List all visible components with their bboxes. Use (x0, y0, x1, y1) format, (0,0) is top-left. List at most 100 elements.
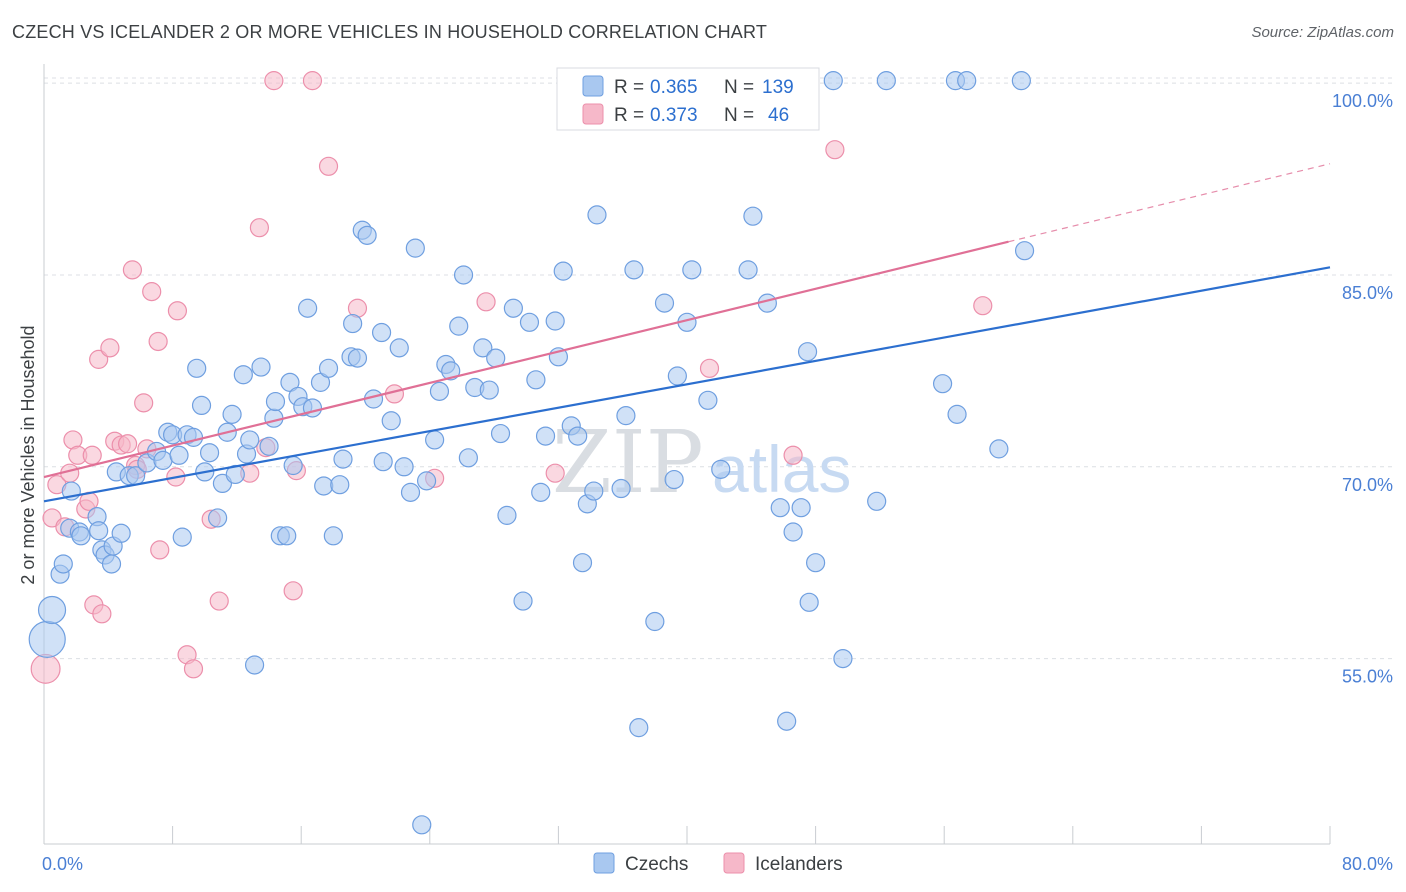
czech-point (531, 482, 551, 502)
czech-point (416, 471, 437, 491)
czech-point (654, 293, 675, 313)
czech-n-value: 139 (762, 77, 794, 98)
czech-point (616, 406, 636, 426)
icelander-trend-line (43, 240, 1009, 479)
axis-layer (43, 64, 1331, 845)
icelander-point (100, 338, 120, 358)
czech-point (624, 260, 644, 280)
czech-point (251, 357, 271, 377)
icelander-point (302, 71, 323, 91)
icelander-point (209, 591, 229, 611)
czech-n-label: N = (724, 77, 754, 98)
y-tick-label: 85.0% (1342, 283, 1393, 303)
icelander-point (476, 292, 496, 312)
icelanders-legend-label: Icelanders (755, 854, 843, 875)
icelander-point (92, 604, 112, 624)
watermark: ZIP atlas (552, 413, 851, 513)
czech-point (298, 298, 318, 318)
czech-point (389, 338, 409, 358)
czech-point (611, 478, 631, 499)
czech-point (71, 526, 91, 546)
czechs-legend-label: Czechs (625, 854, 688, 875)
czech-legend-swatch (582, 75, 604, 97)
icelander-point (699, 358, 720, 378)
icelander-legend-swatch (582, 103, 604, 125)
czech-point (497, 505, 517, 525)
icelander-point (122, 260, 143, 280)
icelander-n-value: 46 (768, 105, 789, 126)
czech-point (526, 370, 546, 390)
x-tick-label: 0.0% (42, 854, 83, 874)
icelander-trend-extension (1008, 163, 1331, 243)
icelander-point (30, 653, 61, 684)
czech-point (1014, 241, 1035, 261)
czech-point (169, 445, 189, 465)
icelander-point (117, 434, 138, 454)
czech-point (503, 298, 523, 318)
czech-point (330, 475, 350, 495)
czech-point (698, 390, 718, 410)
czech-point (347, 348, 368, 368)
czech-point (172, 527, 192, 547)
czech-point (645, 611, 665, 632)
czech-point (479, 380, 499, 400)
czech-point (777, 711, 797, 731)
czech-point (805, 553, 826, 573)
stats-legend: R = 0.365 N = 139 R = 0.373 N = 46 (556, 67, 820, 131)
czech-point (797, 342, 818, 362)
czech-point (441, 361, 461, 381)
czech-point (381, 411, 401, 431)
czech-point (545, 311, 565, 331)
czech-point (323, 526, 343, 546)
icelander-point (142, 282, 162, 302)
czech-point (37, 595, 67, 625)
czech-point (314, 476, 334, 496)
czech-point (453, 265, 474, 285)
icelander-point (134, 393, 154, 413)
icelander-n-label: N = (724, 105, 754, 126)
czechs-swatch (593, 852, 615, 874)
czech-point (572, 553, 593, 573)
icelander-point (545, 463, 565, 483)
points-layer (28, 71, 1035, 835)
czech-point (682, 260, 702, 280)
czech-point (743, 206, 763, 226)
czech-point (833, 648, 853, 669)
czech-point (711, 459, 731, 479)
tick-label-layer: 100.0% 85.0% 70.0% 55.0% 0.0% 80.0% (42, 91, 1393, 874)
icelander-point (283, 581, 303, 601)
x-tick-label: 80.0% (1342, 854, 1393, 874)
czech-point (222, 404, 242, 424)
czech-point (187, 358, 207, 378)
series-legend: Czechs Icelanders (593, 852, 843, 875)
icelander-point (183, 659, 204, 679)
trend-layer (43, 163, 1331, 503)
czech-point (458, 448, 478, 468)
czech-point (302, 398, 323, 418)
czech-point (343, 313, 363, 334)
czech-point (400, 482, 421, 502)
czech-point (183, 427, 204, 447)
czech-point (199, 443, 220, 463)
czech-point (373, 452, 393, 472)
czech-r-value: 0.365 (650, 77, 698, 98)
czech-point (233, 365, 253, 385)
czech-point (770, 498, 790, 518)
icelander-point (249, 218, 270, 238)
icelander-point (82, 445, 102, 465)
czech-point (799, 592, 819, 612)
czech-point (283, 455, 303, 476)
icelander-point (148, 331, 168, 352)
czech-point (89, 521, 109, 541)
czech-point (568, 426, 588, 446)
czech-point (371, 322, 392, 343)
czech-point (629, 718, 649, 738)
czech-point (947, 404, 967, 424)
y-tick-label: 70.0% (1342, 475, 1393, 495)
czech-point (425, 430, 445, 450)
czech-point (101, 554, 122, 574)
czech-point (412, 815, 432, 835)
icelander-point (264, 71, 284, 91)
czech-point (473, 338, 493, 358)
